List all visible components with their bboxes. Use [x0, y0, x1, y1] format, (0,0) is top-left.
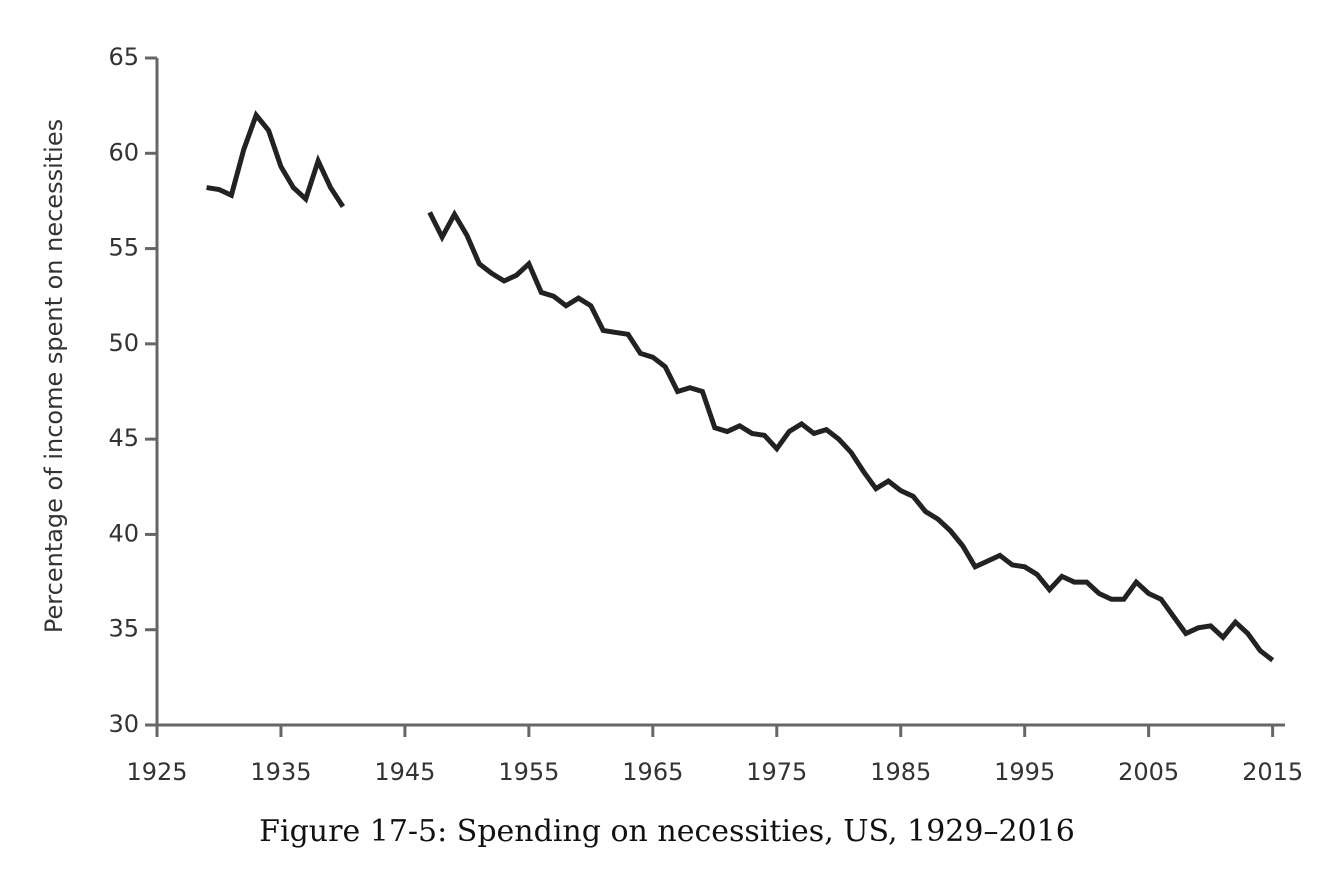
x-tick-label: 2015	[1242, 758, 1303, 786]
y-tick-label: 45	[108, 424, 139, 452]
y-tick-label: 30	[108, 710, 139, 738]
x-tick-label: 1955	[498, 758, 559, 786]
y-tick-label: 50	[108, 329, 139, 357]
x-tick-label: 1965	[622, 758, 683, 786]
y-axis-label: Percentage of income spent on necessitie…	[40, 119, 68, 633]
y-tick-label: 60	[108, 138, 139, 166]
chart-title: Figure 17-5: Spending on necessities, US…	[259, 814, 1075, 849]
x-tick-label: 1945	[374, 758, 435, 786]
y-tick-label: 65	[108, 43, 139, 71]
x-tick-label: 1975	[746, 758, 807, 786]
y-tick-label: 55	[108, 234, 139, 262]
line	[206, 110, 1275, 663]
y-tick-label: 40	[108, 519, 139, 547]
x-tick-label: 1935	[250, 758, 311, 786]
x-tick-label: 1985	[870, 758, 931, 786]
y-tick-label: 35	[108, 615, 139, 643]
x-tick-label: 1925	[126, 758, 187, 786]
x-tick-label: 1995	[994, 758, 1055, 786]
x-tick-label: 2005	[1118, 758, 1179, 786]
